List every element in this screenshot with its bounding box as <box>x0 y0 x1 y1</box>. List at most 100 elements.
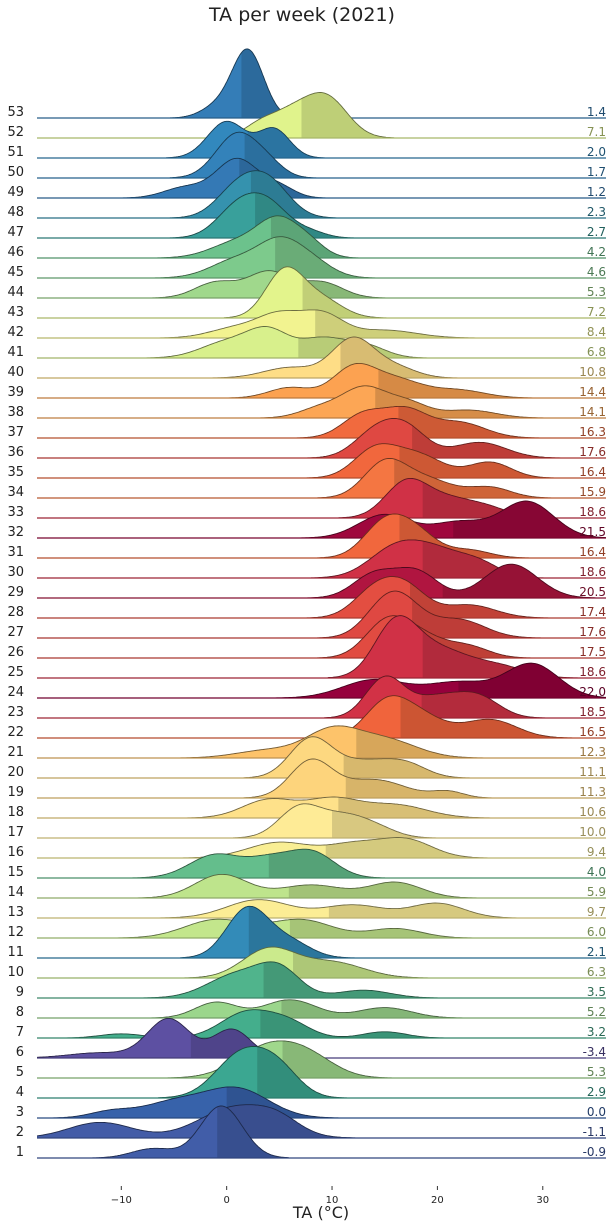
ridge-outline <box>36 1104 356 1139</box>
ridge-fill <box>243 759 499 798</box>
ridge-outline <box>205 336 463 379</box>
mean-value-label: 3.5 <box>587 985 606 999</box>
week-label: 52 <box>7 125 24 140</box>
week-label: 50 <box>7 165 24 180</box>
week-label: 23 <box>7 705 24 720</box>
week-label: 42 <box>7 325 24 340</box>
mean-value-label: 16.3 <box>579 425 606 439</box>
ridge-fill <box>327 615 585 678</box>
ridge-outline <box>152 309 486 339</box>
mean-value-label: 5.2 <box>587 1005 606 1019</box>
ridge-outline <box>184 796 497 819</box>
ridge-outline <box>53 1009 453 1039</box>
mean-value-label: 1.7 <box>587 165 606 179</box>
x-tick-label: 0 <box>223 1195 229 1206</box>
mean-value-label: 18.5 <box>579 705 606 719</box>
week-label: 39 <box>7 385 24 400</box>
mean-value-label: 1.2 <box>587 185 606 199</box>
week-label: 17 <box>7 825 24 840</box>
ridge-week-52: 52 7.1 <box>7 92 606 140</box>
ridge-outline <box>115 918 480 939</box>
ridge-outline <box>306 417 564 459</box>
mean-value-label: 10.8 <box>579 365 606 379</box>
ridge-outline <box>317 695 575 739</box>
ridge-fill <box>53 1009 453 1038</box>
mean-value-label: 2.9 <box>587 1085 606 1099</box>
ridge-outline <box>317 590 543 639</box>
week-label: 7 <box>16 1025 24 1040</box>
week-label: 12 <box>7 925 24 940</box>
mean-value-label: -0.9 <box>583 1145 606 1159</box>
ridge-outline <box>157 899 522 919</box>
mean-value-label: 2.3 <box>587 205 606 219</box>
x-tick-label: 10 <box>326 1195 339 1206</box>
week-label: 40 <box>7 365 24 380</box>
ridge-outline <box>169 192 362 239</box>
ridge-outline <box>184 946 434 979</box>
week-label: 16 <box>7 845 24 860</box>
week-label: 25 <box>7 665 24 680</box>
week-label: 46 <box>7 245 24 260</box>
ridge-outline <box>148 270 389 299</box>
week-label: 36 <box>7 445 24 460</box>
mean-value-label: 17.4 <box>579 605 606 619</box>
mean-value-label: 16.4 <box>579 545 606 559</box>
mean-value-label: 6.3 <box>587 965 606 979</box>
ridge-outline <box>165 48 299 119</box>
ridge-outline <box>142 326 432 359</box>
ridge-week-26: 26 17.5 <box>7 615 606 660</box>
ridge-outline <box>323 675 547 719</box>
ridge-upper-shade <box>301 92 395 138</box>
week-label: 18 <box>7 805 24 820</box>
week-label: 48 <box>7 205 24 220</box>
mean-value-label: 6.8 <box>587 345 606 359</box>
ridge-outline <box>36 1017 293 1059</box>
mean-value-label: 4.2 <box>587 245 606 259</box>
week-label: 27 <box>7 625 24 640</box>
ridge-outline <box>152 236 379 279</box>
chart-title: TA per week (2021) <box>209 4 395 26</box>
mean-value-label: 22.0 <box>579 685 606 699</box>
week-label: 26 <box>7 645 24 660</box>
mean-value-label: 3.2 <box>587 1025 606 1039</box>
ridge-outline <box>222 362 543 399</box>
x-tick-label: 20 <box>431 1195 444 1206</box>
ridge-outline <box>158 1046 347 1099</box>
week-label: 31 <box>7 545 24 560</box>
week-label: 33 <box>7 505 24 520</box>
ridge-outline <box>243 736 474 779</box>
week-label: 49 <box>7 185 24 200</box>
ridge-outline <box>233 803 442 839</box>
ridge-outline <box>169 170 337 219</box>
mean-value-label: 17.6 <box>579 625 606 639</box>
ridge-outline <box>317 513 537 559</box>
mean-value-label: 4.0 <box>587 865 606 879</box>
mean-value-label: 2.7 <box>587 225 606 239</box>
x-axis-label: TA (°C) <box>292 1203 350 1222</box>
week-label: 14 <box>7 885 24 900</box>
ridge-week-16: 16 9.4 <box>7 837 606 860</box>
week-label: 6 <box>16 1045 24 1060</box>
mean-value-label: 21.5 <box>579 525 606 539</box>
mean-value-label: 8.4 <box>587 325 606 339</box>
mean-value-label: 17.6 <box>579 445 606 459</box>
week-label: 44 <box>7 285 24 300</box>
week-label: 8 <box>16 1005 24 1020</box>
week-label: 30 <box>7 565 24 580</box>
week-label: 5 <box>16 1065 24 1080</box>
mean-value-label: 14.4 <box>579 385 606 399</box>
x-tick-label: −10 <box>111 1195 132 1206</box>
mean-value-label: 5.9 <box>587 885 606 899</box>
ridge-outline <box>223 266 389 319</box>
ridge-outline <box>131 848 386 879</box>
week-label: 51 <box>7 145 24 160</box>
week-label: 45 <box>7 265 24 280</box>
mean-value-label: 11.1 <box>579 765 606 779</box>
ridge-outline <box>317 615 537 659</box>
week-label: 3 <box>16 1105 24 1120</box>
mean-value-label: 7.2 <box>587 305 606 319</box>
week-label: 38 <box>7 405 24 420</box>
mean-value-label: 0.0 <box>587 1105 606 1119</box>
mean-value-label: 11.3 <box>579 785 606 799</box>
ridge-outline <box>178 837 491 859</box>
